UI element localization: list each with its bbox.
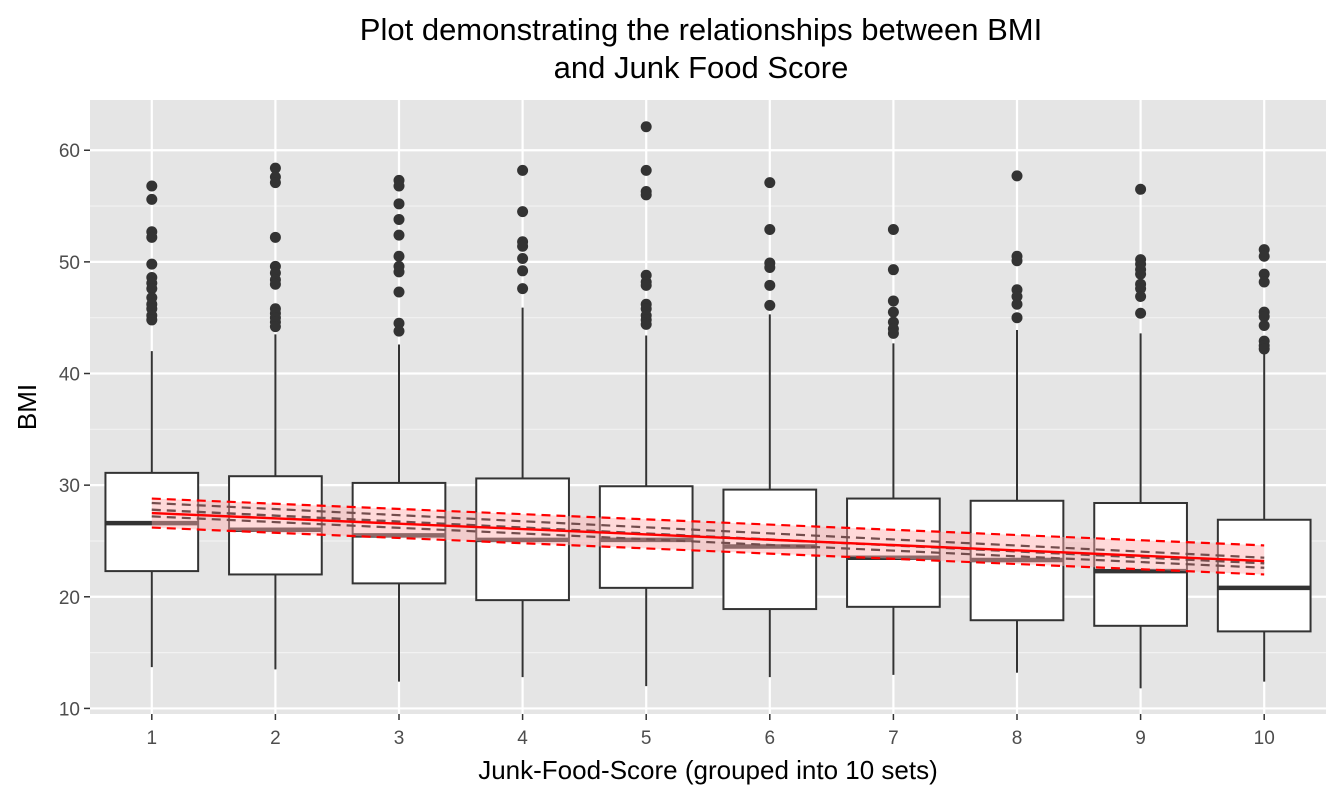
y-axis: 10 20 30 40 50 60 bbox=[59, 141, 90, 720]
box-iqr bbox=[722, 488, 818, 611]
x-tick-label: 10 bbox=[1254, 728, 1275, 749]
trend-upper-bound bbox=[151, 501, 1265, 559]
outlier-point bbox=[393, 229, 405, 241]
outlier-point bbox=[269, 231, 281, 243]
x-tick-label: 3 bbox=[394, 728, 405, 749]
y-tick-label: 60 bbox=[59, 141, 80, 162]
box-10 bbox=[1216, 244, 1312, 682]
trend-line bbox=[151, 511, 1265, 563]
outlier-point bbox=[393, 317, 405, 329]
outlier-point bbox=[640, 279, 652, 291]
outlier-point bbox=[1135, 268, 1147, 280]
outlier-point bbox=[1011, 255, 1023, 267]
box-iqr bbox=[1216, 518, 1312, 633]
outlier-point bbox=[764, 279, 776, 291]
outlier-point bbox=[1011, 312, 1023, 324]
trend-upper-bound bbox=[151, 497, 1265, 547]
box-2 bbox=[228, 162, 323, 670]
outlier-point bbox=[393, 250, 405, 262]
outlier-point bbox=[764, 299, 776, 311]
outlier-point bbox=[887, 306, 899, 318]
x-tick-label: 7 bbox=[888, 728, 899, 749]
x-tick-label: 1 bbox=[147, 728, 158, 749]
box-8 bbox=[969, 170, 1065, 673]
box-iqr bbox=[228, 475, 323, 576]
outlier-point bbox=[269, 177, 281, 189]
outlier-point bbox=[1011, 298, 1023, 310]
outlier-point bbox=[640, 318, 652, 330]
chart-title-line-1: Plot demonstrating the relationships bet… bbox=[360, 12, 1042, 47]
y-tick-label: 30 bbox=[59, 476, 80, 497]
y-axis-title: BMI bbox=[12, 384, 42, 430]
x-axis: 1 2 3 4 5 6 7 8 9 10 bbox=[147, 714, 1275, 749]
outlier-point bbox=[1011, 170, 1023, 182]
x-tick-label: 6 bbox=[765, 728, 776, 749]
outlier-point bbox=[393, 213, 405, 225]
y-tick-label: 10 bbox=[59, 699, 80, 720]
outlier-point bbox=[1135, 290, 1147, 302]
outlier-point bbox=[146, 231, 158, 243]
outlier-point bbox=[393, 325, 405, 337]
outlier-point bbox=[1135, 283, 1147, 295]
trend-lines-layer bbox=[151, 497, 1265, 576]
outlier-point bbox=[640, 189, 652, 201]
outlier-point bbox=[517, 164, 529, 176]
outlier-point bbox=[1258, 320, 1270, 332]
outlier-point bbox=[269, 321, 281, 333]
box-6 bbox=[722, 177, 818, 678]
outlier-point bbox=[1258, 250, 1270, 262]
outlier-point bbox=[1258, 311, 1270, 323]
box-4 bbox=[475, 164, 570, 678]
outlier-point bbox=[887, 295, 899, 307]
trend-lower-bound bbox=[151, 526, 1265, 576]
outlier-point bbox=[393, 266, 405, 278]
outlier-point bbox=[517, 253, 529, 265]
outlier-point bbox=[640, 121, 652, 133]
outlier-point bbox=[393, 286, 405, 298]
outlier-point bbox=[146, 193, 158, 205]
box-iqr bbox=[598, 485, 694, 589]
y-tick-label: 50 bbox=[59, 253, 80, 274]
outlier-point bbox=[269, 278, 281, 290]
x-tick-label: 5 bbox=[641, 728, 652, 749]
outlier-point bbox=[1258, 343, 1270, 355]
x-tick-label: 4 bbox=[517, 728, 528, 749]
outlier-point bbox=[146, 314, 158, 326]
outlier-point bbox=[146, 180, 158, 192]
chart-title-line-2: and Junk Food Score bbox=[554, 50, 849, 85]
outlier-point bbox=[393, 198, 405, 210]
outlier-point bbox=[887, 264, 899, 276]
outlier-point bbox=[517, 240, 529, 252]
outlier-point bbox=[1258, 268, 1270, 280]
y-tick-label: 40 bbox=[59, 365, 80, 386]
x-tick-label: 2 bbox=[270, 728, 281, 749]
box-3 bbox=[351, 174, 447, 682]
outlier-point bbox=[887, 223, 899, 235]
x-tick-label: 9 bbox=[1135, 728, 1146, 749]
outlier-point bbox=[640, 164, 652, 176]
outlier-point bbox=[764, 177, 776, 189]
box-1 bbox=[104, 180, 200, 668]
outlier-point bbox=[517, 265, 529, 277]
outlier-point bbox=[764, 223, 776, 235]
outlier-point bbox=[1258, 276, 1270, 288]
x-axis-title: Junk-Food-Score (grouped into 10 sets) bbox=[478, 755, 938, 785]
outlier-point bbox=[146, 283, 158, 295]
y-tick-label: 20 bbox=[59, 588, 80, 609]
outlier-point bbox=[1135, 307, 1147, 319]
outlier-point bbox=[393, 180, 405, 192]
outlier-point bbox=[1135, 183, 1147, 195]
trend-series-1 bbox=[151, 497, 1265, 576]
outlier-point bbox=[517, 206, 529, 218]
outlier-point bbox=[887, 327, 899, 339]
outlier-point bbox=[1011, 290, 1023, 302]
trend-lower-bound bbox=[151, 515, 1265, 569]
outlier-point bbox=[764, 261, 776, 273]
x-tick-label: 8 bbox=[1012, 728, 1023, 749]
outlier-point bbox=[517, 283, 529, 295]
outlier-point bbox=[269, 162, 281, 174]
outlier-point bbox=[146, 258, 158, 270]
